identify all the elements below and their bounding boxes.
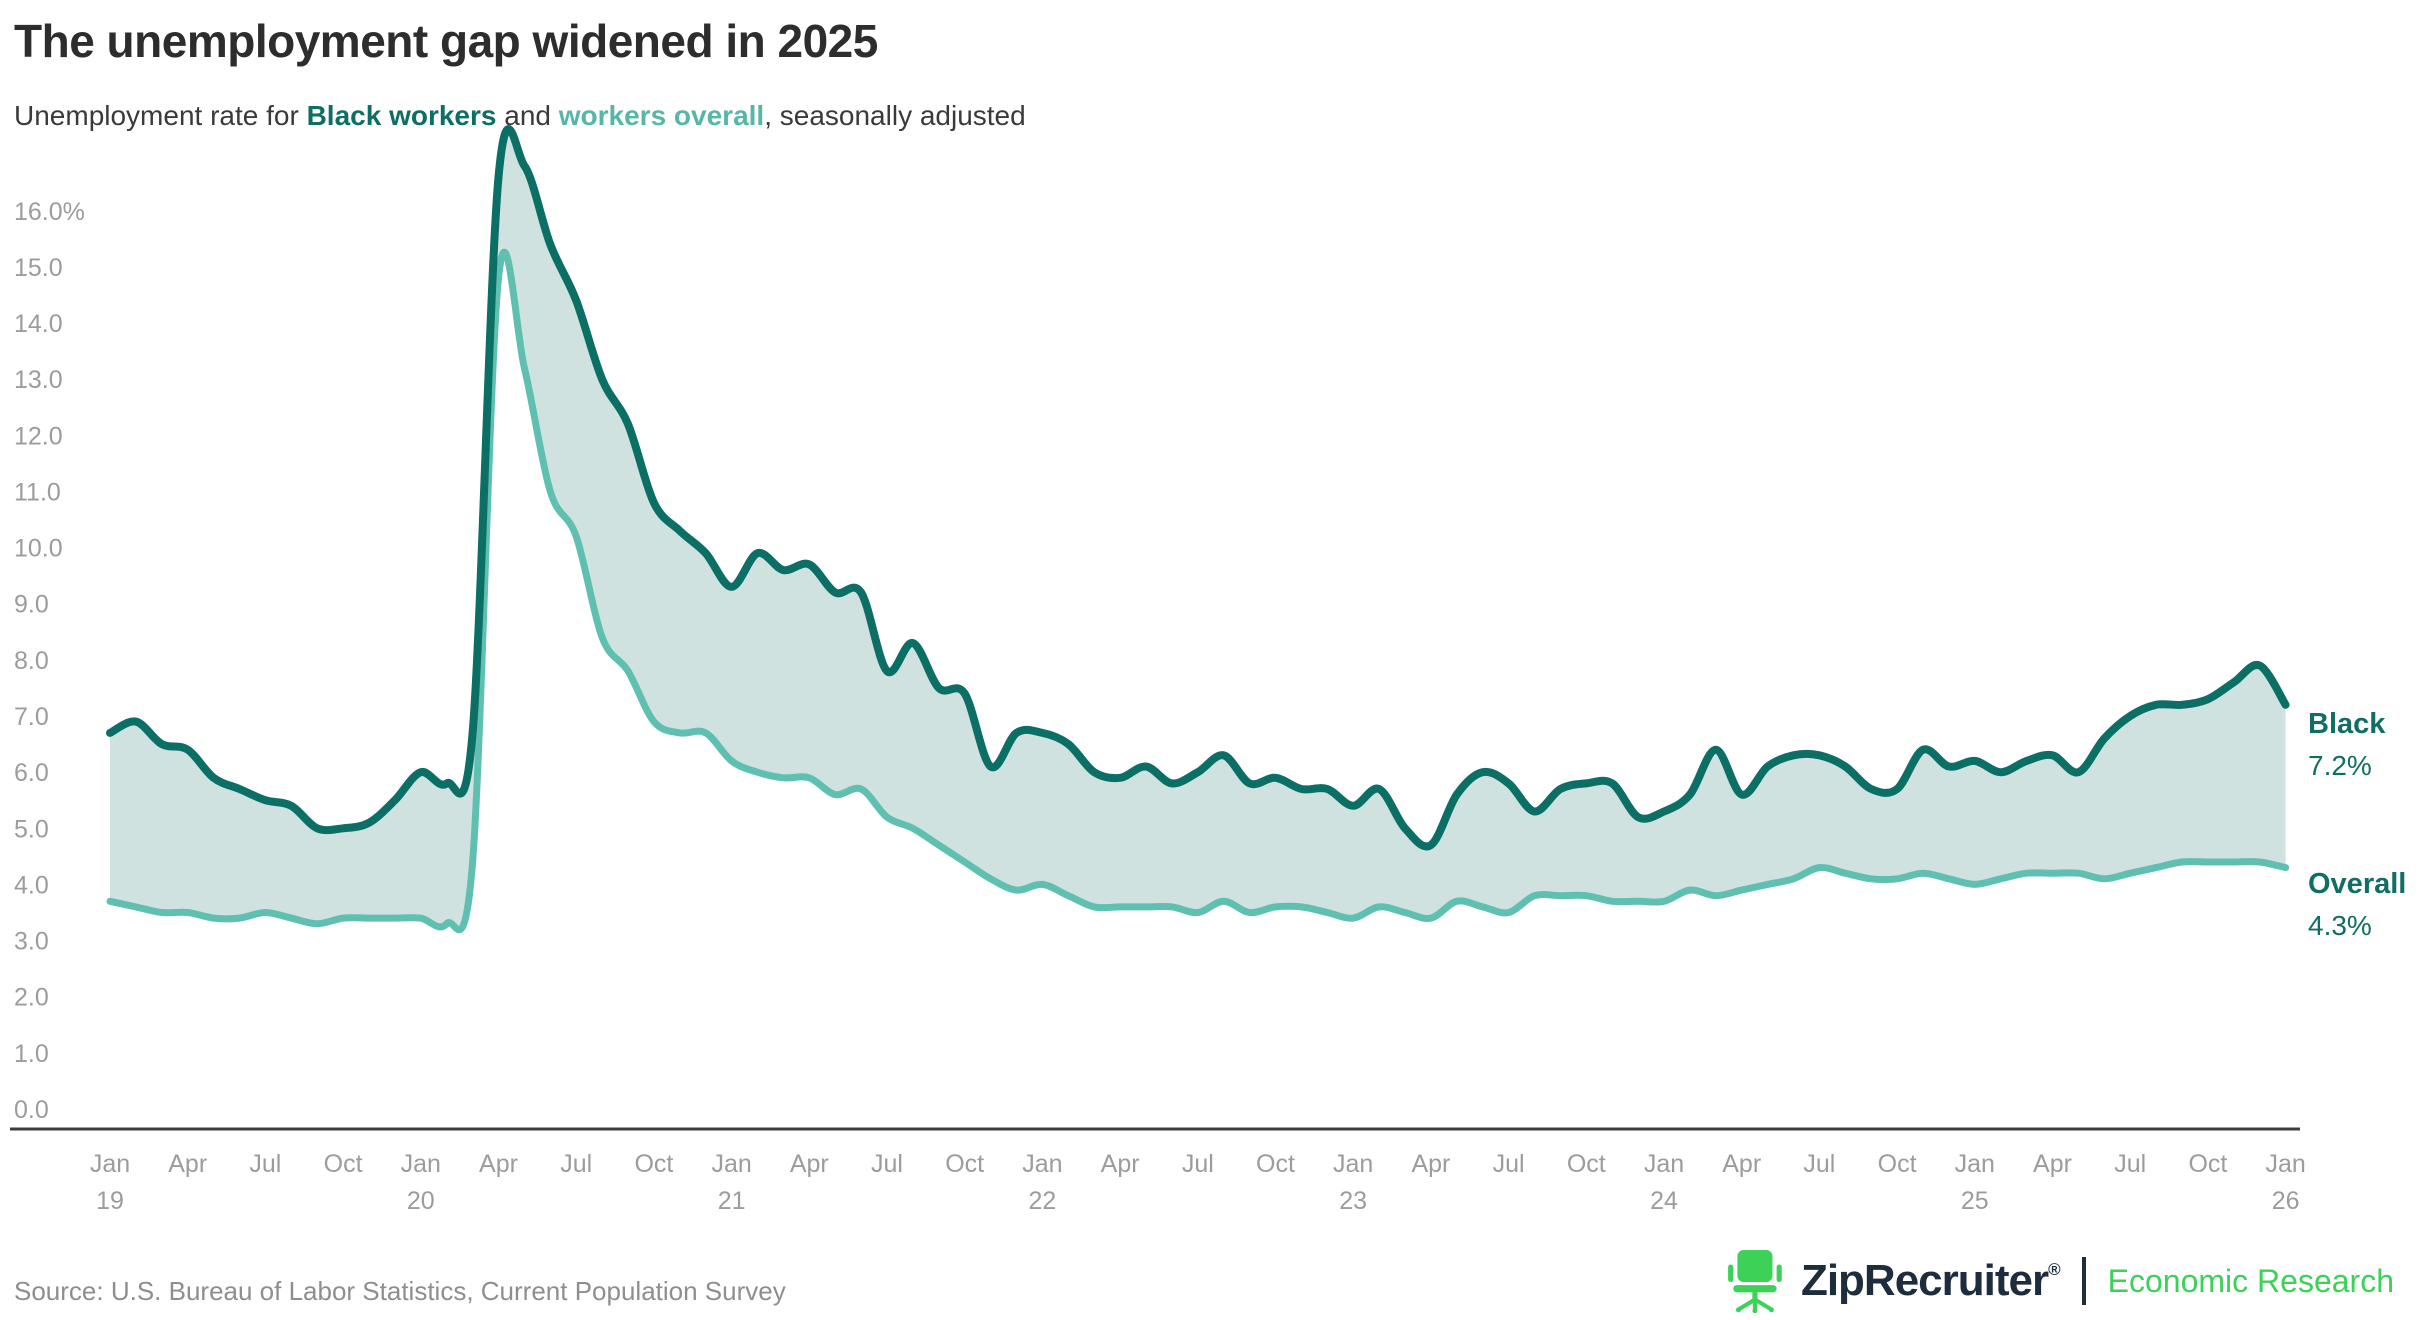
y-tick-label: 13.0 <box>14 366 63 394</box>
x-tick-label: Jul <box>1493 1150 1525 1178</box>
x-tick-label: Apr <box>790 1150 829 1178</box>
y-tick-label: 5.0 <box>14 815 49 843</box>
x-tick-label: Jan <box>711 1150 751 1178</box>
subtitle-black-workers: Black workers <box>306 100 497 131</box>
x-tick-label: Jul <box>560 1150 592 1178</box>
x-tick-label: Oct <box>1256 1150 1295 1178</box>
x-tick-label: Jan <box>1644 1150 1684 1178</box>
subtitle-workers-overall: workers overall <box>558 100 765 131</box>
subtitle-suffix: , seasonally adjusted <box>764 100 1026 131</box>
x-tick-label: Jan <box>1333 1150 1373 1178</box>
source-note: Source: U.S. Bureau of Labor Statistics,… <box>14 1276 786 1306</box>
x-tick-label: Jul <box>249 1150 281 1178</box>
x-tick-label: Apr <box>2033 1150 2072 1178</box>
y-tick-label: 0.0 <box>14 1096 49 1124</box>
series-end-label-black: Black 7.2% <box>2308 704 2385 786</box>
series-end-label-overall: Overall 4.3% <box>2308 864 2406 946</box>
y-tick-label: 14.0 <box>14 310 63 338</box>
y-tick-label: 4.0 <box>14 871 49 899</box>
x-tick-label: Jan <box>90 1150 130 1178</box>
x-tick-label: Apr <box>1101 1150 1140 1178</box>
gap-fill-area <box>110 129 2286 930</box>
y-tick-label: 8.0 <box>14 647 49 675</box>
x-tick-label: Apr <box>1411 1150 1450 1178</box>
y-tick-label: 12.0 <box>14 422 63 450</box>
x-tick-label: Apr <box>168 1150 207 1178</box>
registered-trademark: ® <box>2048 1260 2060 1279</box>
y-tick-label: 15.0 <box>14 254 63 282</box>
x-tick-label: Jan <box>1022 1150 1062 1178</box>
x-tick-label: Oct <box>1878 1150 1917 1178</box>
x-tick-label: Oct <box>634 1150 673 1178</box>
y-tick-label: 6.0 <box>14 759 49 787</box>
x-tick-label: Oct <box>324 1150 363 1178</box>
x-tick-label: Oct <box>1567 1150 1606 1178</box>
black-series-label: Black <box>2308 708 2386 740</box>
y-tick-label: 3.0 <box>14 928 49 956</box>
y-tick-label: 10.0 <box>14 535 63 563</box>
black-series-line <box>106 125 2290 851</box>
overall-series-label: Overall <box>2308 868 2407 900</box>
x-tick-year-label: 19 <box>96 1187 124 1215</box>
x-tick-year-label: 25 <box>1961 1187 1989 1215</box>
y-tick-label: 2.0 <box>14 984 49 1012</box>
x-tick-label: Jul <box>2114 1150 2146 1178</box>
overall-series-value: 4.3% <box>2308 910 2372 941</box>
y-tick-label: 7.0 <box>14 703 49 731</box>
x-tick-label: Jan <box>401 1150 441 1178</box>
x-tick-year-label: 23 <box>1339 1187 1367 1215</box>
black-series-value: 7.2% <box>2308 750 2372 781</box>
x-tick-label: Apr <box>1722 1150 1761 1178</box>
y-tick-label: 11.0 <box>14 478 61 506</box>
y-tick-label: 1.0 <box>14 1040 49 1068</box>
logo-divider <box>2081 1257 2086 1305</box>
x-tick-year-label: 26 <box>2272 1187 2300 1215</box>
chart-subtitle: Unemployment rate for Black workers and … <box>14 100 1026 132</box>
x-tick-label: Oct <box>945 1150 984 1178</box>
x-tick-label: Jan <box>2265 1150 2305 1178</box>
x-tick-label: Oct <box>2188 1150 2227 1178</box>
subtitle-prefix: Unemployment rate for <box>14 100 307 131</box>
x-tick-year-label: 24 <box>1650 1187 1678 1215</box>
x-tick-year-label: 22 <box>1028 1187 1056 1215</box>
x-tick-year-label: 21 <box>718 1187 746 1215</box>
x-tick-label: Jul <box>1182 1150 1214 1178</box>
y-tick-label: 9.0 <box>14 591 49 619</box>
economic-research-label: Economic Research <box>2107 1262 2394 1299</box>
x-tick-label: Apr <box>479 1150 518 1178</box>
subtitle-and: and <box>496 100 559 131</box>
chair-icon <box>1728 1250 1782 1313</box>
zip-recruiter-wordmark: ZipRecruiter® <box>1800 1256 2061 1306</box>
x-tick-label: Jul <box>871 1150 903 1178</box>
chart-title: The unemployment gap widened in 2025 <box>14 15 878 67</box>
x-tick-label: Jan <box>1955 1150 1995 1178</box>
x-tick-label: Jul <box>1803 1150 1835 1178</box>
zip-recruiter-text: ZipRecruiter <box>1800 1256 2049 1305</box>
zip-recruiter-logo: ZipRecruiter® Economic Research <box>1725 1246 2394 1316</box>
overall-series-line <box>106 248 2290 934</box>
x-tick-year-label: 20 <box>407 1187 435 1215</box>
y-tick-label: 16.0% <box>14 198 85 226</box>
